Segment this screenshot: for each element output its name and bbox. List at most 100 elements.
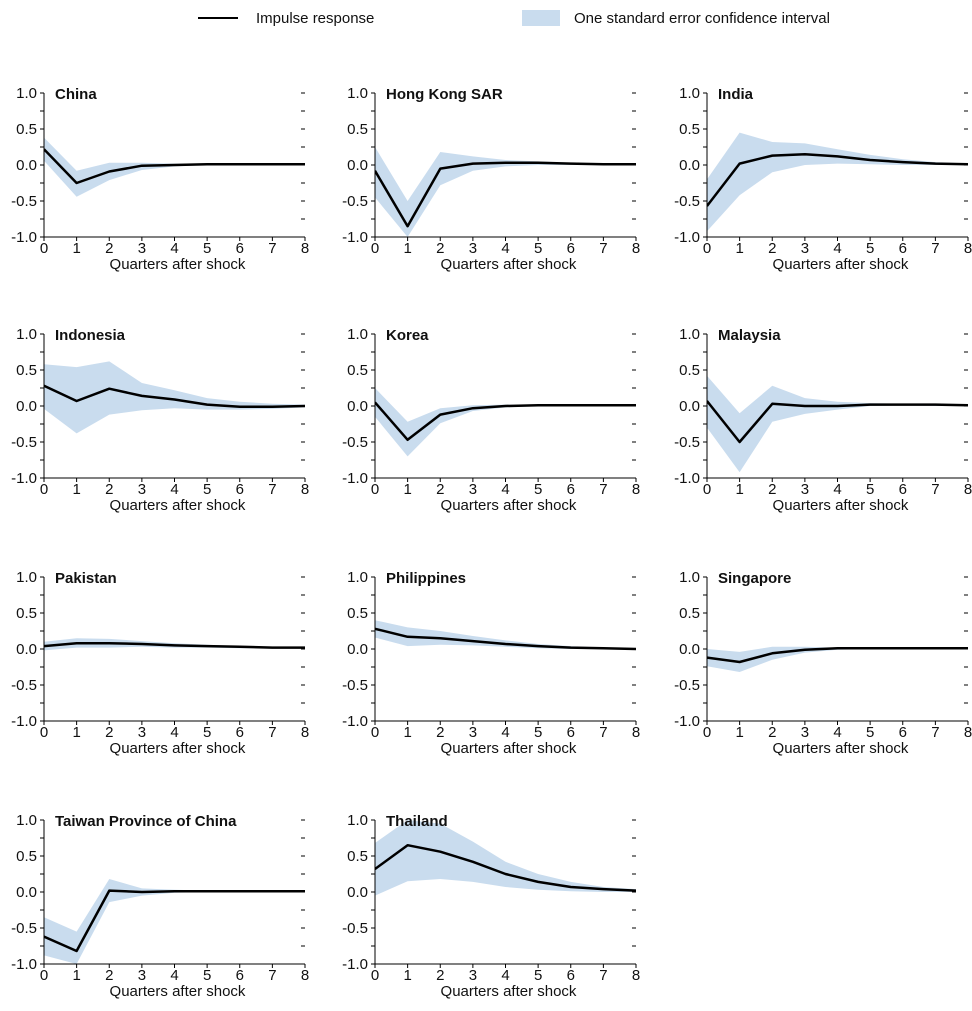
x-tick-label: 8	[301, 967, 309, 984]
y-tick-label: -1.0	[342, 956, 368, 973]
confidence-band	[44, 137, 305, 197]
x-tick-label: 5	[866, 481, 874, 498]
y-tick-label: -1.0	[674, 470, 700, 487]
x-tick-label: 1	[72, 481, 80, 498]
x-tick-label: 3	[138, 240, 146, 257]
y-tick-label: 1.0	[347, 326, 368, 343]
x-tick-label: 4	[501, 240, 509, 257]
x-tick-label: 4	[833, 240, 841, 257]
y-tick-label: 1.0	[16, 85, 37, 102]
x-tick-label: 3	[469, 481, 477, 498]
x-tick-label: 2	[105, 481, 113, 498]
chart-title: Taiwan Province of China	[55, 813, 237, 830]
x-tick-label: 6	[567, 481, 575, 498]
y-tick-label: 0.0	[679, 641, 700, 658]
x-axis-label: Quarters after shock	[773, 740, 909, 757]
legend: Impulse response One standard error conf…	[0, 0, 972, 40]
x-tick-label: 0	[371, 481, 379, 498]
x-tick-label: 0	[40, 724, 48, 741]
x-tick-label: 5	[203, 967, 211, 984]
x-tick-label: 1	[735, 481, 743, 498]
impulse-response-line	[707, 647, 968, 664]
x-tick-label: 6	[567, 240, 575, 257]
x-tick-label: 3	[801, 481, 809, 498]
y-tick-label: -0.5	[11, 434, 37, 451]
x-tick-label: 2	[436, 724, 444, 741]
x-tick-label: 7	[599, 724, 607, 741]
y-tick-label: -0.5	[674, 677, 700, 694]
x-tick-label: 0	[371, 240, 379, 257]
chart-title: China	[55, 86, 97, 103]
x-tick-label: 6	[236, 481, 244, 498]
y-tick-label: 0.0	[347, 398, 368, 415]
impulse-response-line	[707, 152, 968, 207]
y-tick-label: 0.5	[347, 605, 368, 622]
legend-line-swatch	[198, 17, 238, 19]
y-tick-label: -0.5	[11, 193, 37, 210]
y-tick-label: -1.0	[11, 229, 37, 246]
x-tick-label: 4	[501, 967, 509, 984]
x-tick-label: 3	[801, 724, 809, 741]
y-tick-label: 1.0	[347, 812, 368, 829]
y-tick-label: -0.5	[674, 193, 700, 210]
x-tick-label: 6	[567, 724, 575, 741]
x-tick-label: 1	[403, 967, 411, 984]
x-tick-label: 1	[735, 240, 743, 257]
y-tick-label: 0.5	[16, 605, 37, 622]
confidence-band	[707, 375, 968, 473]
confidence-band	[375, 820, 636, 896]
x-tick-label: 8	[632, 724, 640, 741]
y-tick-label: -1.0	[674, 713, 700, 730]
y-tick-label: -1.0	[11, 470, 37, 487]
x-tick-label: 6	[899, 481, 907, 498]
x-tick-label: 1	[735, 724, 743, 741]
x-tick-label: 3	[138, 967, 146, 984]
chart-panel: -1.0 -0.5 0.0 0.5 1.0 0 1 2 3 4 5 6 7 8 Thailand Quarte…	[342, 812, 640, 1000]
y-tick-label: 1.0	[347, 569, 368, 586]
chart-title: Singapore	[718, 570, 791, 587]
y-tick-label: 0.0	[679, 398, 700, 415]
confidence-band	[44, 361, 305, 434]
x-tick-label: 0	[40, 240, 48, 257]
chart-title: Indonesia	[55, 327, 126, 344]
x-tick-label: 5	[534, 967, 542, 984]
y-tick-label: -0.5	[674, 434, 700, 451]
y-tick-label: 0.0	[16, 641, 37, 658]
chart-title: Korea	[386, 327, 429, 344]
x-axis-label: Quarters after shock	[773, 497, 909, 514]
impulse-response-line	[707, 400, 968, 444]
impulse-response-line	[375, 161, 636, 228]
y-tick-label: 0.5	[347, 121, 368, 138]
legend-line-label: Impulse response	[256, 9, 375, 27]
x-tick-label: 3	[469, 724, 477, 741]
x-tick-label: 2	[768, 481, 776, 498]
x-tick-label: 4	[501, 481, 509, 498]
x-tick-label: 6	[236, 724, 244, 741]
y-tick-label: 0.0	[16, 157, 37, 174]
x-tick-label: 8	[632, 967, 640, 984]
x-axis-label: Quarters after shock	[110, 740, 246, 757]
x-tick-label: 2	[105, 724, 113, 741]
y-tick-label: 0.5	[16, 848, 37, 865]
chart-panel: -1.0 -0.5 0.0 0.5 1.0 0 1 2 3 4 5 6 7 8 Taiwan Provinc…	[11, 812, 309, 1000]
chart-title: Thailand	[386, 813, 448, 830]
y-tick-label: 1.0	[679, 85, 700, 102]
y-tick-label: -1.0	[342, 470, 368, 487]
x-tick-label: 3	[138, 724, 146, 741]
x-tick-label: 6	[567, 967, 575, 984]
x-tick-label: 3	[469, 967, 477, 984]
x-tick-label: 2	[768, 724, 776, 741]
chart-panel: -1.0 -0.5 0.0 0.5 1.0 0 1 2 3 4 5 6 7 8 Malaysia Quarte…	[674, 326, 972, 514]
x-axis-label: Quarters after shock	[441, 497, 577, 514]
x-tick-label: 1	[403, 240, 411, 257]
x-tick-label: 6	[236, 240, 244, 257]
chart-title: Hong Kong SAR	[386, 86, 503, 103]
y-tick-label: 1.0	[16, 812, 37, 829]
chart-title: Pakistan	[55, 570, 117, 587]
x-tick-label: 5	[866, 724, 874, 741]
y-tick-label: -0.5	[11, 920, 37, 937]
chart-panel: -1.0 -0.5 0.0 0.5 1.0 0 1 2 3 4 5 6 7 8 China Quarters …	[11, 85, 309, 273]
legend-item-confidence: One standard error confidence interval	[522, 8, 830, 28]
x-tick-label: 6	[236, 967, 244, 984]
